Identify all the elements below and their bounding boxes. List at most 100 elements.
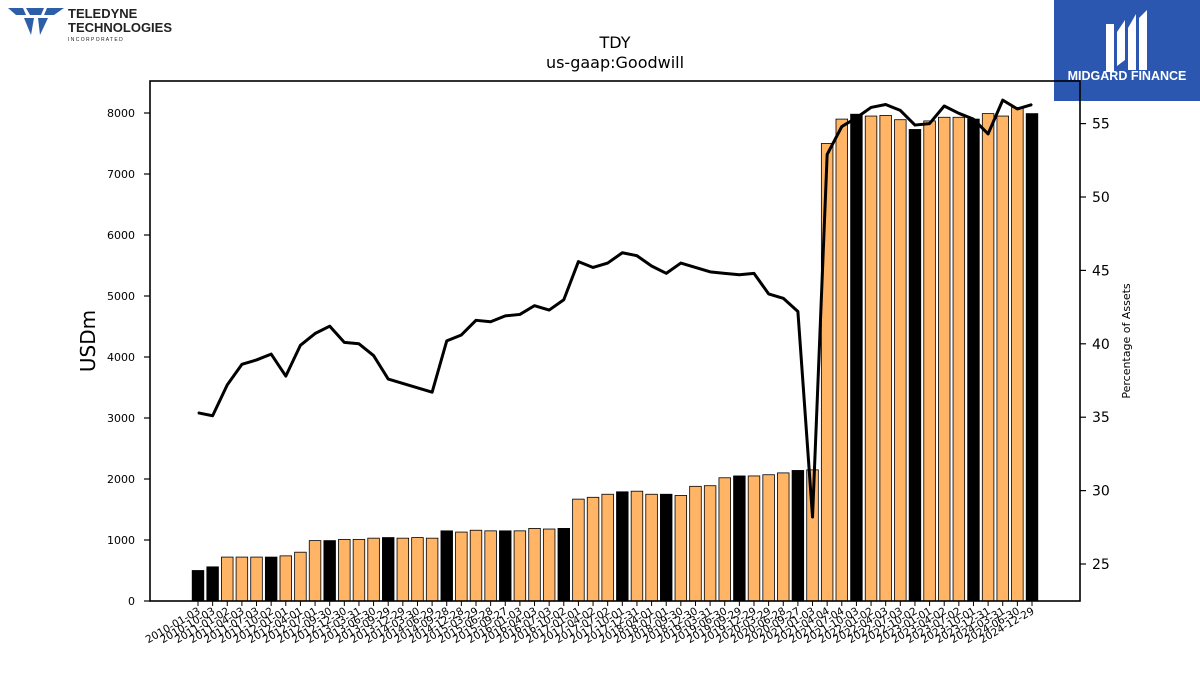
bar-2024-12-29 [1025,113,1039,602]
y-tick-label: 6000 [107,229,135,242]
bar-2016-01-03 [513,530,527,602]
bar-2014-06-29 [425,537,439,602]
line-point-2017-04-02 [592,266,594,269]
line-point-2021-04-04 [826,153,828,156]
line-point-2012-04-01 [299,344,302,346]
line-point-2021-10-03 [855,117,858,119]
y-tick-label: 1000 [107,534,135,547]
bar-2019-03-31 [703,485,717,602]
bar-series [191,107,1039,602]
bar-2012-01-01 [279,555,292,602]
line-point-2016-07-03 [548,309,550,311]
line-point-2011-10-02 [270,353,272,355]
bar-2022-07-03 [894,119,907,602]
line-point-2019-03-31 [709,271,711,273]
line-point-2018-12-30 [694,266,697,269]
y2-tick-label: 25 [1092,557,1110,573]
line-point-2012-01-01 [285,375,287,377]
y2-tick-label: 55 [1092,117,1110,133]
bar-2020-06-28 [777,472,790,602]
line-point-2016-04-03 [533,305,536,307]
line-point-2024-03-31 [1002,99,1004,101]
bar-2012-04-01 [294,551,307,602]
bar-2020-09-27 [791,470,805,602]
midgard-emblem-icon: MIDGARD FINANCE [1068,10,1187,83]
bar-2018-04-01 [645,493,658,602]
line-point-2014-03-30 [416,387,419,389]
left-axis-ticks: 0 1000 2000 3000 4000 5000 6000 7000 8000 [107,107,150,608]
y-tick-label: 3000 [107,412,135,425]
teledyne-emblem-icon [8,8,64,35]
bar-2014-03-30 [411,537,424,602]
line-point-2023-10-01 [972,118,975,120]
line-point-2023-12-31 [987,133,989,135]
line-point-2021-07-04 [841,125,843,128]
line-point-2013-06-30 [372,354,375,357]
y-tick-label: 2000 [107,473,135,486]
bar-2024-03-31 [996,115,1009,602]
line-point-2024-12-29 [1031,103,1033,106]
bar-2012-09-30 [323,540,336,602]
y-tick-label: 8000 [107,107,135,120]
bar-2017-07-02 [601,493,614,602]
line-point-2020-06-28 [782,297,784,299]
bar-2022-04-03 [879,115,892,602]
bar-2017-10-01 [616,491,629,602]
right-axis-ticks: 25 30 35 40 45 50 55 [1080,117,1110,573]
line-point-2015-06-28 [490,321,492,323]
chart-subtitle: us-gaap:Goodwill [546,53,684,72]
line-point-2018-07-01 [665,272,667,274]
bar-2010-01-03 [191,570,205,602]
bar-2023-01-01 [923,120,936,602]
midgard-finance-badge: MIDGARD FINANCE [1054,0,1200,101]
bar-2024-06-30 [1011,107,1024,602]
line-point-2022-07-03 [899,109,901,111]
line-point-2019-12-29 [753,272,755,274]
line-point-2011-07-03 [255,359,258,361]
plot-frame [149,80,1081,602]
line-point-2024-06-30 [1016,108,1018,110]
line-point-2013-12-29 [402,382,404,385]
bar-2012-07-01 [308,540,322,602]
bar-2013-03-31 [352,538,366,602]
bar-2013-09-29 [382,537,395,602]
bar-2021-04-04 [820,143,834,602]
line-point-2016-10-02 [563,299,565,301]
bar-2014-09-28 [440,530,453,602]
line-point-2011-01-02 [226,384,228,386]
publisher-name: MIDGARD FINANCE [1068,69,1187,83]
bar-2022-10-02 [908,129,922,602]
bar-2023-07-02 [952,116,966,602]
bar-2018-09-30 [674,495,688,602]
line-point-2012-12-30 [343,341,345,343]
percentage-of-assets-line [197,98,1033,519]
x-axis-ticks: 2010-01-032010-10-032011-01-022011-04-03… [144,601,1037,646]
line-point-2017-10-01 [621,252,623,254]
line-point-2014-09-28 [446,340,448,342]
y2-tick-label: 30 [1092,484,1110,500]
line-point-2017-07-02 [607,262,609,264]
line-point-2022-10-02 [914,124,916,126]
line-point-2017-01-01 [577,260,580,263]
percentage-line-series [197,98,1033,519]
bar-2015-03-29 [469,529,483,602]
bar-2011-01-02 [221,556,234,602]
bar-2017-04-02 [586,496,600,602]
line-point-2010-01-03 [197,412,199,414]
line-point-2019-06-30 [724,272,726,274]
bar-2011-04-03 [235,556,249,602]
bar-2018-07-01 [660,493,673,602]
bar-2013-06-30 [367,537,380,602]
line-point-2015-09-27 [504,315,506,317]
y2-axis-label: Percentage of Assets [1120,283,1133,399]
y2-tick-label: 45 [1092,263,1110,279]
line-point-2011-04-03 [241,363,243,365]
bar-2023-10-01 [967,118,980,602]
line-point-2014-12-28 [460,334,462,336]
line-point-2020-09-27 [797,310,799,313]
teledyne-logo: TELEDYNE TECHNOLOGIES I N C O R P O R A … [8,6,172,43]
y2-tick-label: 50 [1092,190,1110,206]
logo-line-3: I N C O R P O R A T E D [68,37,123,43]
line-point-2015-03-29 [475,319,477,321]
